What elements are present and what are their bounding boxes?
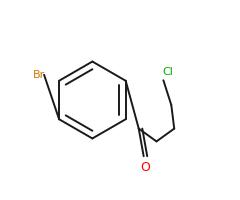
Text: O: O	[141, 161, 150, 174]
Text: Cl: Cl	[162, 67, 173, 77]
Text: Br: Br	[33, 70, 45, 80]
